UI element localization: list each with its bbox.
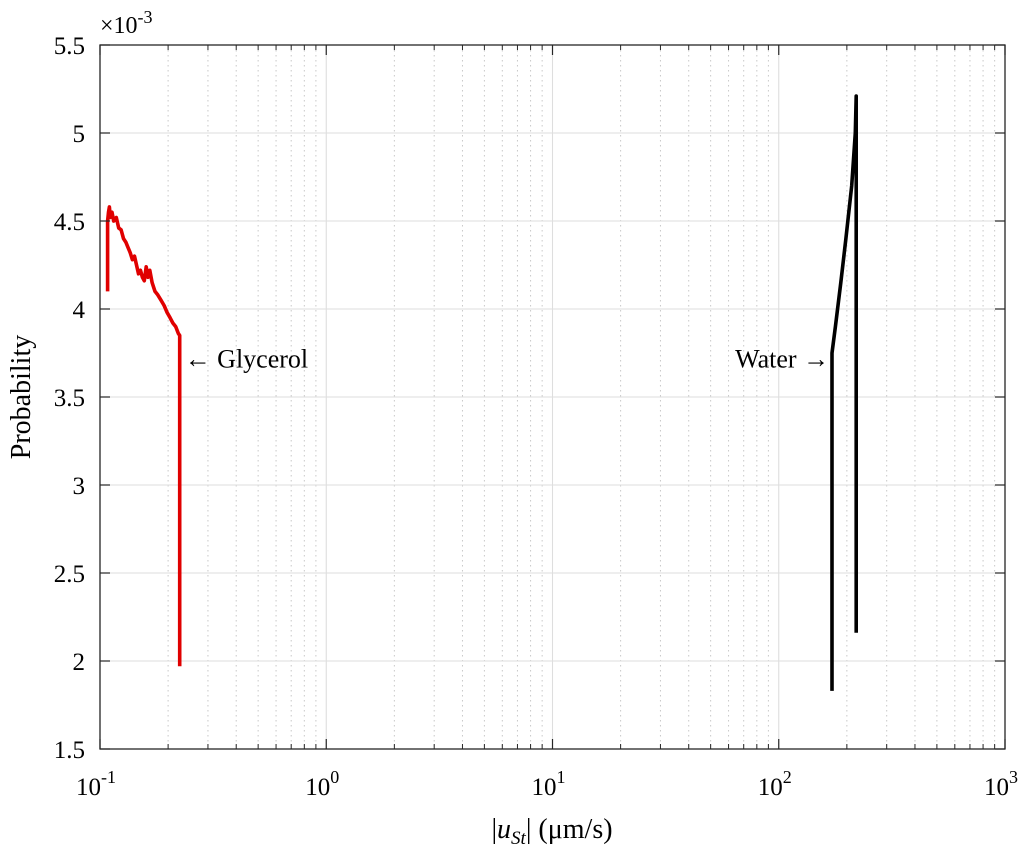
x-tick-label: 100 [305, 767, 339, 801]
annotation-glycerol: ← Glycerol [185, 344, 308, 373]
x-tick-base: 10 [758, 774, 783, 801]
x-tick-base: 10 [76, 774, 101, 801]
annotation-water: Water → [735, 344, 829, 373]
y-tick-label: 5 [73, 121, 86, 148]
x-tick-exponent: 0 [330, 767, 339, 787]
x-tick-label: 101 [532, 767, 566, 801]
y-tick-label: 3 [73, 473, 86, 500]
x-tick-exponent: 1 [557, 767, 566, 787]
x-tick-label: 102 [758, 767, 792, 801]
y-tick-label: 1.5 [54, 737, 85, 764]
y-tick-labels: 1.5 2 2.5 3 3.5 4 4.5 5 5.5 [54, 33, 86, 764]
x-axis-label: |uSt| (μm/s) [491, 814, 612, 849]
y-tick-label: 4.5 [54, 209, 85, 236]
x-tick-base: 10 [532, 774, 557, 801]
y-tick-label: 4 [73, 297, 86, 324]
x-tick-base: 10 [984, 774, 1009, 801]
y-tick-label: 3.5 [54, 385, 85, 412]
y-axis-label: Probability [6, 335, 37, 459]
y-multiplier: ×10-3 [100, 7, 153, 39]
x-tick-exponent: 2 [783, 767, 792, 787]
y-tick-label: 2.5 [54, 561, 85, 588]
x-tick-label: 10-1 [76, 767, 116, 801]
x-tick-exponent: -1 [101, 767, 116, 787]
y-tick-label: 5.5 [54, 33, 85, 60]
x-tick-label: 103 [984, 767, 1018, 801]
series-layer [105, 94, 859, 691]
y-tick-label: 2 [73, 649, 86, 676]
tick-marks [99, 44, 1006, 750]
x-tick-labels: 10-1 100 101 102 103 [76, 767, 1018, 801]
annotations: ← Glycerol Water → [185, 344, 829, 373]
x-tick-exponent: 3 [1009, 767, 1018, 787]
x-tick-base: 10 [305, 774, 330, 801]
series-line-water [830, 94, 859, 691]
series-line-glycerol [105, 205, 182, 667]
